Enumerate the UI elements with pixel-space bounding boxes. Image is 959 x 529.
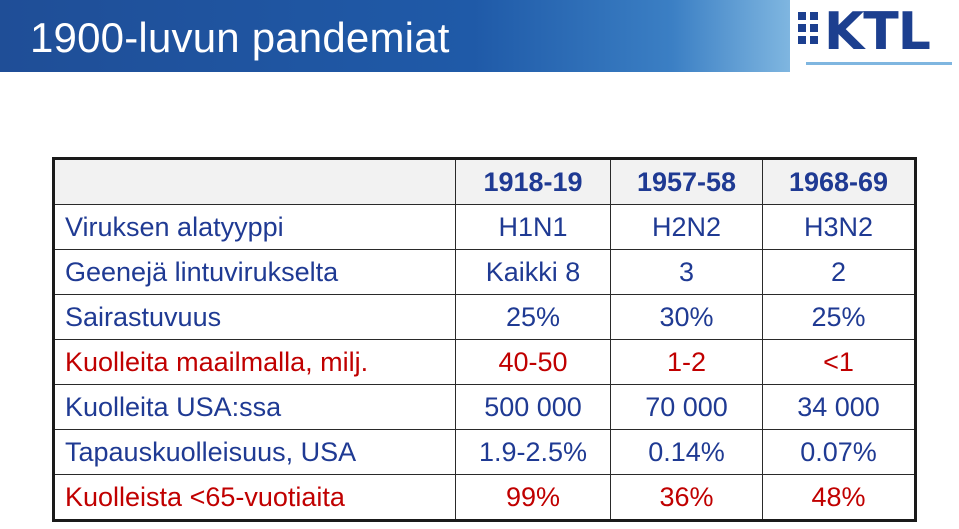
table-row-highlighted: Kuolleista <65-vuotiaita 99% 36% 48%	[53, 474, 916, 521]
table-cell: 3	[610, 249, 763, 295]
ktl-logo: KTL	[798, 2, 956, 68]
table-cell: 36%	[610, 474, 763, 521]
table-cell: 2	[762, 249, 916, 295]
logo-wordmark: KTL	[824, 2, 931, 62]
table-cell: 500 000	[455, 384, 611, 430]
table-cell: H3N2	[762, 204, 916, 250]
logo-underline	[806, 62, 952, 65]
slide-title: 1900-luvun pandemiat	[30, 14, 450, 61]
table-cell: 30%	[610, 294, 763, 340]
table-row: Tapauskuolleisuus, USA 1.9-2.5% 0.14% 0.…	[53, 429, 916, 475]
table-cell: 34 000	[762, 384, 916, 430]
header-cell-1957: 1957-58	[610, 158, 763, 205]
table-row: Sairastuvuus 25% 30% 25%	[53, 294, 916, 340]
table-row-highlighted: Kuolleita maailmalla, milj. 40-50 1-2 <1	[53, 339, 916, 385]
table-cell: 48%	[762, 474, 916, 521]
table-cell: 70 000	[610, 384, 763, 430]
table-cell: 1.9-2.5%	[455, 429, 611, 475]
header-cell-1918: 1918-19	[455, 158, 611, 205]
row-label: Kuolleita maailmalla, milj.	[53, 339, 456, 385]
table-row: Geenejä lintuvirukselta Kaikki 8 3 2	[53, 249, 916, 295]
table-header-row: 1918-19 1957-58 1968-69	[53, 158, 916, 205]
table-cell: H1N1	[455, 204, 611, 250]
header-corner-cell	[53, 158, 456, 205]
table-cell: H2N2	[610, 204, 763, 250]
row-label: Viruksen alatyyppi	[53, 204, 456, 250]
table-cell: Kaikki 8	[455, 249, 611, 295]
header-cell-1968: 1968-69	[762, 158, 916, 205]
table-cell: 25%	[762, 294, 916, 340]
row-label: Geenejä lintuvirukselta	[53, 249, 456, 295]
table-cell: 0.07%	[762, 429, 916, 475]
row-label: Kuolleista <65-vuotiaita	[53, 474, 456, 521]
row-label: Kuolleita USA:ssa	[53, 384, 456, 430]
table-cell: 0.14%	[610, 429, 763, 475]
table-cell: <1	[762, 339, 916, 385]
table-cell: 25%	[455, 294, 611, 340]
row-label: Tapauskuolleisuus, USA	[53, 429, 456, 475]
table-row: Viruksen alatyyppi H1N1 H2N2 H3N2	[53, 204, 916, 250]
table-row: Kuolleita USA:ssa 500 000 70 000 34 000	[53, 384, 916, 430]
table-cell: 99%	[455, 474, 611, 521]
pandemic-table: 1918-19 1957-58 1968-69 Viruksen alatyyp…	[52, 157, 917, 522]
row-label: Sairastuvuus	[53, 294, 456, 340]
title-bar: 1900-luvun pandemiat	[0, 0, 790, 72]
logo-dots-icon	[798, 12, 820, 56]
table-cell: 1-2	[610, 339, 763, 385]
table-cell: 40-50	[455, 339, 611, 385]
